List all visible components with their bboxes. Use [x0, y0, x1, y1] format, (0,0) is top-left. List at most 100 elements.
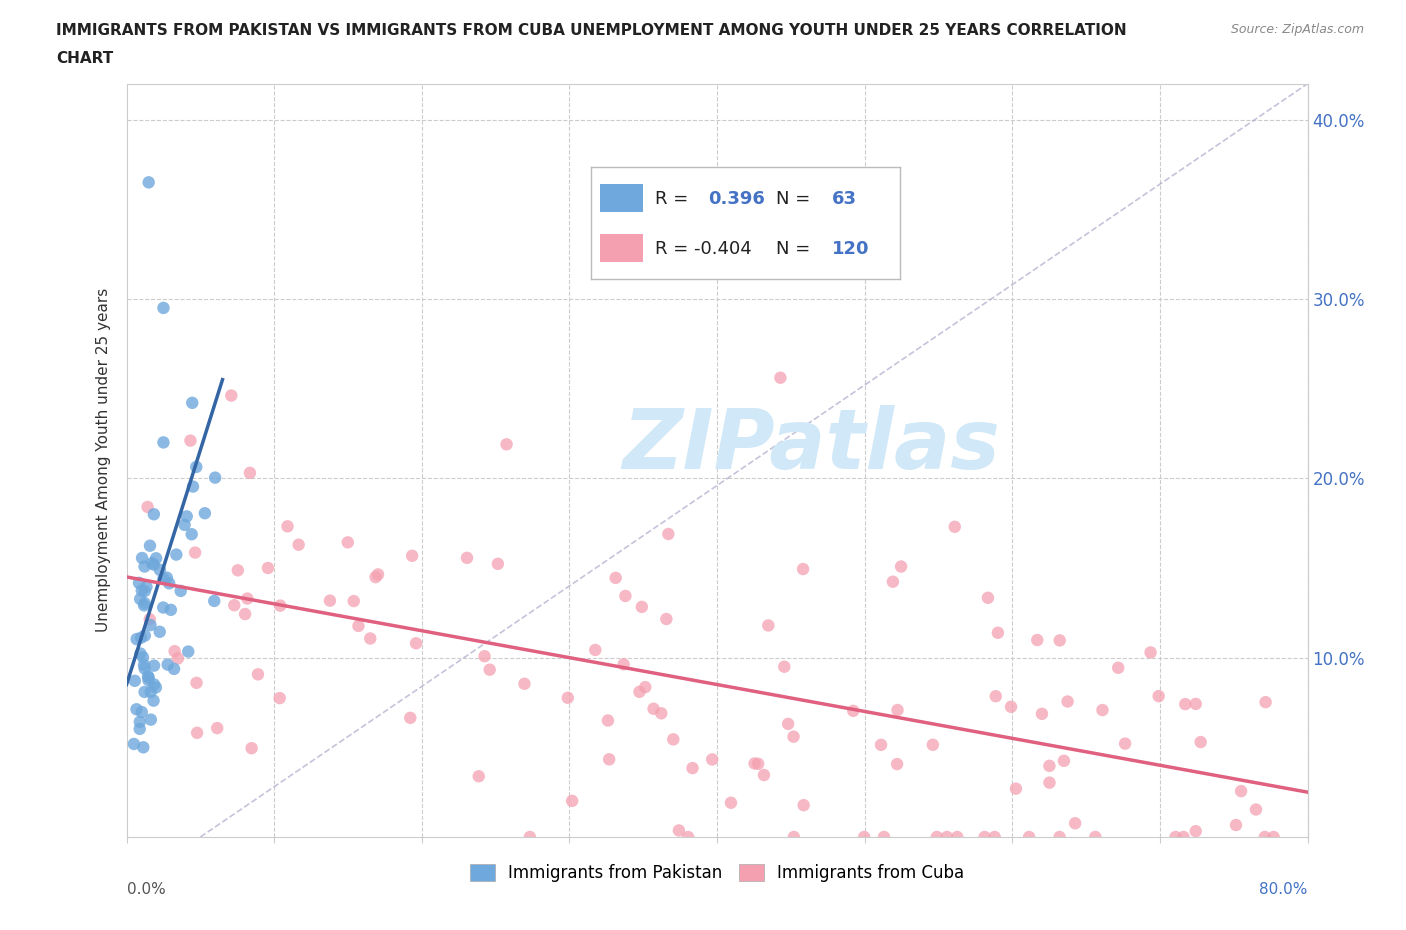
Point — [139, 684, 162, 699]
Point — [226, 563, 249, 578]
Point — [219, 388, 242, 403]
Point — [853, 830, 876, 844]
Text: N =: N = — [776, 190, 810, 207]
Point — [1038, 776, 1060, 790]
Point — [792, 562, 814, 577]
Point — [138, 672, 160, 687]
Point — [186, 725, 208, 740]
Point — [134, 559, 156, 574]
Point — [204, 471, 226, 485]
Point — [136, 499, 159, 514]
Point — [925, 830, 948, 844]
Text: Source: ZipAtlas.com: Source: ZipAtlas.com — [1230, 23, 1364, 36]
Point — [1038, 758, 1060, 773]
Point — [1139, 645, 1161, 660]
Point — [134, 596, 156, 611]
Point — [1018, 830, 1040, 844]
Point — [676, 830, 699, 844]
Point — [163, 661, 186, 676]
Point — [134, 684, 156, 699]
Point — [184, 545, 207, 560]
Point — [257, 561, 280, 576]
Point — [367, 567, 389, 582]
Point — [634, 680, 657, 695]
Point — [149, 624, 172, 639]
Point — [474, 649, 496, 664]
Point — [139, 712, 162, 727]
Point — [478, 662, 501, 677]
Point — [650, 706, 672, 721]
Point — [655, 612, 678, 627]
Text: R = -0.404: R = -0.404 — [655, 240, 752, 258]
Point — [124, 673, 146, 688]
Point — [1230, 784, 1253, 799]
Point — [134, 661, 156, 676]
Point — [657, 526, 679, 541]
Point — [152, 300, 174, 315]
Text: CHART: CHART — [56, 51, 114, 66]
Point — [139, 538, 162, 553]
Point — [152, 435, 174, 450]
Point — [605, 570, 627, 585]
Point — [870, 737, 893, 752]
Point — [132, 740, 155, 755]
Point — [160, 603, 183, 618]
Bar — [600, 234, 643, 262]
Point — [946, 830, 969, 844]
Point — [783, 830, 806, 844]
Point — [269, 598, 291, 613]
Point — [983, 830, 1005, 844]
Point — [233, 606, 256, 621]
Point — [886, 757, 908, 772]
Point — [163, 644, 186, 658]
Point — [1056, 694, 1078, 709]
Point — [1053, 753, 1076, 768]
Point — [1263, 830, 1285, 844]
Point — [129, 646, 152, 661]
Point — [682, 761, 704, 776]
Point — [1189, 735, 1212, 750]
Point — [156, 570, 179, 585]
Point — [890, 559, 912, 574]
Point — [167, 651, 190, 666]
Point — [156, 658, 179, 672]
Point — [186, 675, 208, 690]
Point — [142, 557, 165, 572]
Point — [456, 551, 478, 565]
Point — [495, 437, 517, 452]
Point — [1114, 737, 1136, 751]
Point — [194, 506, 217, 521]
Point — [583, 643, 606, 658]
Point — [276, 519, 298, 534]
Point — [1026, 632, 1049, 647]
Point — [1107, 660, 1129, 675]
Point — [1084, 830, 1107, 844]
Point — [468, 769, 491, 784]
Point — [149, 563, 172, 578]
Point — [180, 526, 202, 541]
Point — [1164, 830, 1187, 844]
Text: ZIPatlas: ZIPatlas — [623, 405, 1001, 485]
Point — [364, 570, 387, 585]
Text: R =: R = — [655, 190, 689, 207]
Point — [1254, 695, 1277, 710]
Text: 0.0%: 0.0% — [127, 883, 166, 897]
Point — [143, 677, 166, 692]
Point — [702, 752, 724, 767]
Point — [128, 576, 150, 591]
Point — [662, 732, 685, 747]
Point — [1174, 697, 1197, 711]
Point — [486, 556, 509, 571]
Point — [1254, 830, 1277, 844]
Point — [614, 589, 637, 604]
Point — [139, 618, 162, 632]
Legend: Immigrants from Pakistan, Immigrants from Cuba: Immigrants from Pakistan, Immigrants fro… — [463, 857, 972, 889]
Point — [131, 583, 153, 598]
Point — [598, 751, 620, 766]
Point — [186, 459, 208, 474]
Point — [202, 593, 225, 608]
Point — [519, 830, 541, 844]
Point — [977, 591, 1000, 605]
Point — [347, 618, 370, 633]
Point — [152, 600, 174, 615]
